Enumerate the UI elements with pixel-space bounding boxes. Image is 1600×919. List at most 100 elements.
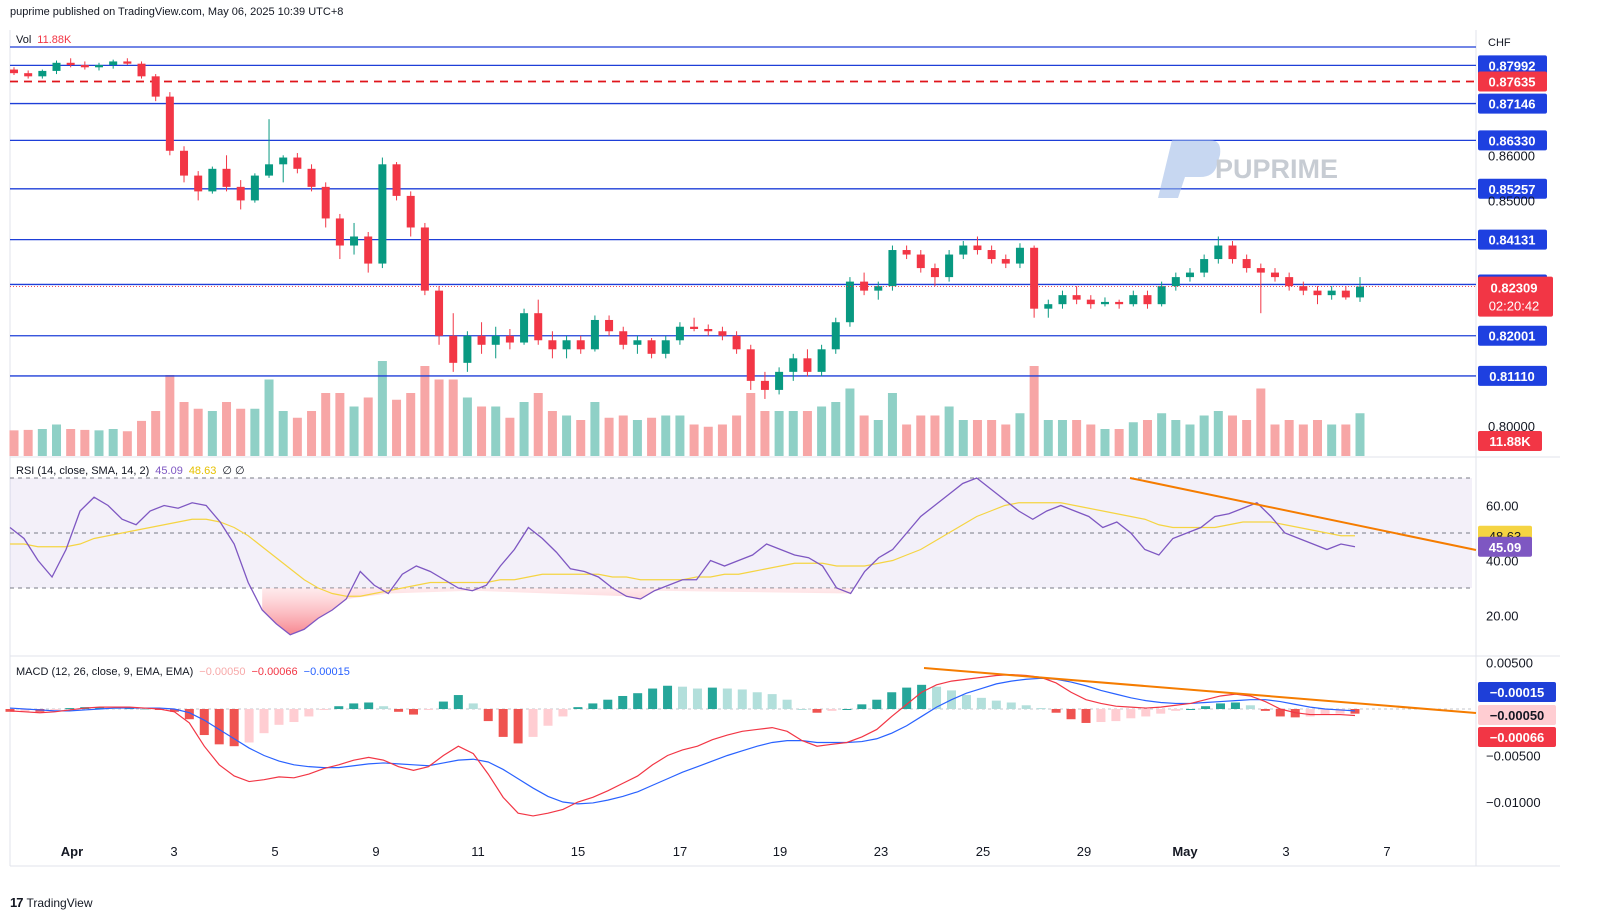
volume-bar [1157, 413, 1167, 456]
level-label: 0.87992 [1489, 58, 1536, 73]
candle-body [1171, 277, 1180, 287]
macd-legend-hist: −0.00050 [199, 666, 245, 678]
price-axis[interactable]: 0.879920.871460.863300.852570.841310.831… [1478, 55, 1556, 810]
volume-bar [406, 393, 416, 456]
candle-body [180, 150, 189, 176]
macd-histogram-bar [857, 704, 867, 709]
macd-signal-box [1478, 682, 1556, 702]
macd-histogram-bar [1230, 702, 1240, 709]
candle-body [1256, 268, 1265, 273]
countdown-label: 02:20:42 [1489, 299, 1540, 314]
volume-bar [1270, 424, 1280, 456]
candle-body [24, 73, 33, 77]
macd-histogram-bar [797, 709, 807, 710]
puprime-p-icon [1158, 140, 1221, 198]
volume-bar [1242, 420, 1252, 456]
candle-body [831, 322, 840, 350]
publish-header: puprime published on TradingView.com, Ma… [10, 6, 344, 18]
time-tick: 25 [976, 844, 990, 859]
volume-bar [661, 415, 671, 456]
candle-body [52, 62, 61, 71]
candle-body [137, 63, 146, 77]
macd-histogram-bar [394, 709, 404, 712]
candle-body [80, 65, 89, 68]
candle-body [548, 340, 557, 350]
volume-bar [1256, 388, 1266, 456]
macd-histogram-bar [782, 699, 792, 709]
candle-body [902, 250, 911, 255]
volume-bar [1072, 420, 1082, 456]
candle-body [732, 335, 741, 350]
macd-histogram-bar [1171, 709, 1181, 711]
candle-body [66, 62, 75, 66]
macd-hist-label: −0.00050 [1490, 708, 1545, 723]
rsi-legend-extra: ∅ ∅ [222, 465, 244, 477]
macd-histogram-bar [767, 694, 777, 709]
macd-histogram-bar [20, 709, 30, 712]
volume-bar [774, 411, 784, 456]
rsi-line [9, 477, 1356, 636]
volume-bar [236, 408, 246, 456]
candle-body [151, 76, 160, 97]
candle-body [619, 331, 628, 345]
candle-body [860, 281, 869, 291]
dashed-level-label: 0.87635 [1489, 75, 1536, 90]
macd-histogram-bar [319, 709, 329, 710]
candle-body [746, 349, 755, 381]
macd-histogram-bar [5, 709, 15, 712]
candle-body [491, 335, 500, 345]
volume-bar [675, 415, 685, 456]
volume-bar [1327, 424, 1337, 456]
volume-value: 11.88K [37, 34, 72, 46]
rsi-tick: 20.00 [1486, 609, 1519, 624]
candle-body [973, 245, 982, 251]
volume-bar [562, 415, 572, 456]
macd-histogram-bar [1036, 708, 1046, 710]
candle-body [775, 371, 784, 390]
macd-pane[interactable] [5, 667, 1477, 817]
macd-histogram-bar [289, 709, 299, 723]
time-axis[interactable]: Apr 3 5 9 11 15 17 19 23 25 29 May 3 7 [61, 844, 1391, 859]
macd-histogram-bar [991, 700, 1001, 709]
volume-bar [108, 429, 118, 456]
time-tick: 19 [773, 844, 787, 859]
candle-body [123, 61, 132, 64]
candle-body [1086, 299, 1095, 305]
candle-body [250, 175, 259, 201]
macd-histogram-bar [976, 697, 986, 709]
macd-signal-line [9, 677, 1356, 805]
volume-bar [434, 379, 444, 456]
volume-bar [547, 411, 557, 456]
candle-body [590, 319, 599, 350]
macd-histogram-bar [1260, 709, 1270, 711]
volume-bar [1312, 420, 1322, 456]
macd-histogram-bar [1350, 709, 1360, 714]
macd-histogram-bar [648, 688, 658, 709]
macd-histogram-bar [409, 709, 418, 715]
macd-histogram-bar [379, 706, 389, 709]
volume-bar [1171, 420, 1181, 456]
price-pane[interactable] [9, 30, 1561, 867]
rsi-title: RSI (14, close, SMA, 14, 2) 45.09 48.63 ∅ ∅ [16, 465, 245, 477]
macd-line [9, 673, 1356, 817]
macd-histogram-bar [438, 701, 448, 709]
time-tick: 29 [1077, 844, 1091, 859]
macd-histogram-bar [961, 695, 971, 709]
candle-body [95, 65, 104, 68]
time-tick: 5 [271, 844, 278, 859]
macd-tick: −0.01000 [1486, 795, 1541, 810]
macd-histogram-bar [603, 699, 613, 709]
time-tick: 11 [471, 844, 485, 859]
macd-title-text: MACD (12, 26, close, 9, EMA, EMA) [16, 666, 193, 678]
volume-bar [1298, 424, 1308, 456]
volume-bar [1029, 366, 1039, 456]
macd-signal-label: −0.00015 [1490, 685, 1545, 700]
volume-bar [916, 415, 926, 456]
rsi-pane[interactable] [9, 477, 1477, 636]
level-label: 0.81110 [1489, 369, 1535, 384]
candle-body [916, 254, 925, 269]
macd-histogram-bar [573, 707, 583, 709]
level-label-box [1478, 130, 1547, 151]
time-tick: 7 [1383, 844, 1390, 859]
